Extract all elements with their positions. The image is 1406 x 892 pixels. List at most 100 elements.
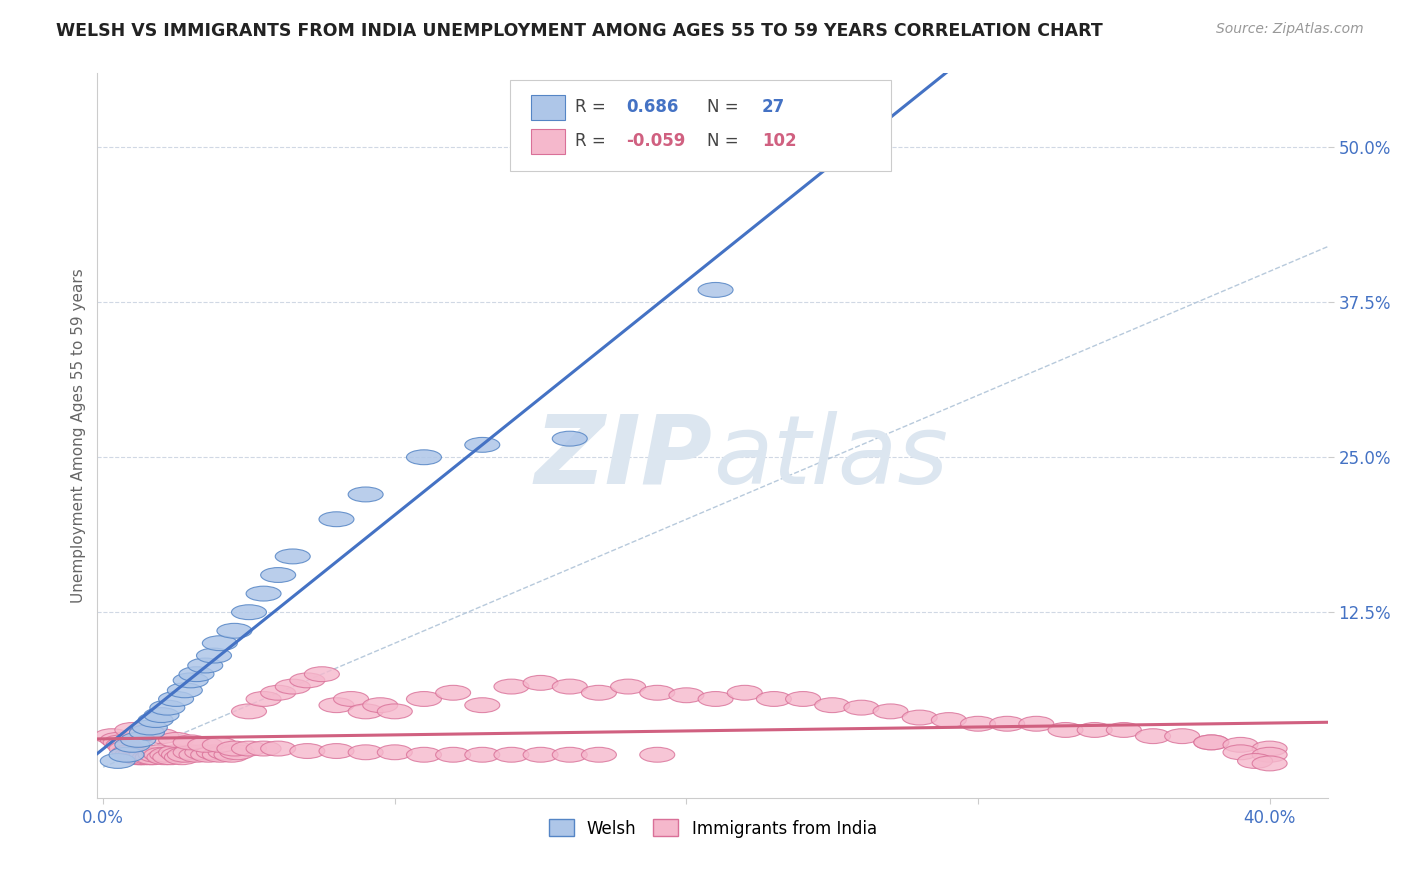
Ellipse shape: [197, 745, 232, 760]
Ellipse shape: [290, 673, 325, 688]
Ellipse shape: [1253, 756, 1286, 771]
Ellipse shape: [553, 679, 588, 694]
Ellipse shape: [105, 738, 141, 752]
Ellipse shape: [132, 750, 167, 764]
FancyBboxPatch shape: [509, 80, 891, 171]
Ellipse shape: [188, 738, 222, 752]
Ellipse shape: [465, 698, 499, 713]
Ellipse shape: [349, 704, 382, 719]
Ellipse shape: [582, 685, 616, 700]
Ellipse shape: [1107, 723, 1142, 738]
Ellipse shape: [167, 683, 202, 698]
Ellipse shape: [494, 679, 529, 694]
Ellipse shape: [103, 735, 138, 750]
Ellipse shape: [219, 745, 254, 760]
Ellipse shape: [159, 732, 194, 747]
Ellipse shape: [319, 744, 354, 758]
Ellipse shape: [960, 716, 995, 731]
Ellipse shape: [208, 745, 243, 760]
Ellipse shape: [844, 700, 879, 715]
Ellipse shape: [179, 747, 214, 762]
Ellipse shape: [232, 741, 267, 756]
Ellipse shape: [406, 450, 441, 465]
Ellipse shape: [276, 679, 311, 694]
Ellipse shape: [141, 745, 176, 760]
Ellipse shape: [1164, 729, 1199, 744]
Ellipse shape: [406, 747, 441, 762]
Ellipse shape: [150, 747, 184, 762]
Ellipse shape: [1047, 723, 1083, 738]
Text: atlas: atlas: [713, 411, 948, 504]
Ellipse shape: [610, 679, 645, 694]
Ellipse shape: [640, 685, 675, 700]
Ellipse shape: [159, 745, 194, 760]
Ellipse shape: [165, 750, 200, 764]
Ellipse shape: [143, 707, 179, 723]
Text: WELSH VS IMMIGRANTS FROM INDIA UNEMPLOYMENT AMONG AGES 55 TO 59 YEARS CORRELATIO: WELSH VS IMMIGRANTS FROM INDIA UNEMPLOYM…: [56, 22, 1102, 40]
Text: Source: ZipAtlas.com: Source: ZipAtlas.com: [1216, 22, 1364, 37]
Ellipse shape: [110, 741, 143, 756]
Ellipse shape: [118, 747, 153, 762]
Ellipse shape: [697, 691, 733, 706]
Text: 0.686: 0.686: [627, 98, 679, 116]
Ellipse shape: [173, 673, 208, 688]
Ellipse shape: [115, 738, 150, 752]
Text: 27: 27: [762, 98, 785, 116]
Ellipse shape: [727, 685, 762, 700]
Bar: [530, 95, 565, 120]
Ellipse shape: [143, 729, 179, 744]
Ellipse shape: [146, 750, 181, 764]
Ellipse shape: [756, 691, 792, 706]
Ellipse shape: [132, 720, 167, 735]
Text: ZIP: ZIP: [534, 411, 713, 504]
Ellipse shape: [197, 648, 232, 663]
Ellipse shape: [377, 704, 412, 719]
Ellipse shape: [465, 747, 499, 762]
Ellipse shape: [115, 747, 150, 762]
Ellipse shape: [260, 741, 295, 756]
Text: R =: R =: [575, 98, 606, 116]
Ellipse shape: [202, 738, 238, 752]
Ellipse shape: [436, 747, 471, 762]
Ellipse shape: [1253, 747, 1286, 762]
Ellipse shape: [1194, 735, 1229, 750]
Ellipse shape: [214, 747, 249, 762]
Ellipse shape: [159, 691, 194, 706]
Ellipse shape: [260, 685, 295, 700]
Ellipse shape: [129, 725, 165, 739]
Text: -0.059: -0.059: [627, 132, 686, 150]
Ellipse shape: [349, 487, 382, 502]
Ellipse shape: [246, 741, 281, 756]
Ellipse shape: [100, 754, 135, 768]
Ellipse shape: [363, 698, 398, 713]
Ellipse shape: [232, 704, 267, 719]
Ellipse shape: [202, 747, 238, 762]
Ellipse shape: [276, 549, 311, 564]
Ellipse shape: [786, 691, 821, 706]
Y-axis label: Unemployment Among Ages 55 to 59 years: Unemployment Among Ages 55 to 59 years: [72, 268, 86, 603]
Ellipse shape: [553, 747, 588, 762]
Ellipse shape: [990, 716, 1025, 731]
Ellipse shape: [290, 744, 325, 758]
Ellipse shape: [260, 567, 295, 582]
Ellipse shape: [1077, 723, 1112, 738]
Ellipse shape: [349, 745, 382, 760]
Ellipse shape: [217, 741, 252, 756]
Text: R =: R =: [575, 132, 606, 150]
Ellipse shape: [143, 747, 179, 762]
Ellipse shape: [465, 437, 499, 452]
Ellipse shape: [697, 283, 733, 297]
Ellipse shape: [127, 750, 162, 764]
Ellipse shape: [1223, 745, 1258, 760]
Ellipse shape: [319, 512, 354, 526]
Text: N =: N =: [706, 132, 738, 150]
Ellipse shape: [1019, 716, 1054, 731]
Ellipse shape: [121, 750, 156, 764]
Ellipse shape: [246, 691, 281, 706]
Ellipse shape: [494, 747, 529, 762]
Bar: [530, 128, 565, 154]
Ellipse shape: [162, 747, 197, 762]
Ellipse shape: [115, 723, 150, 738]
Ellipse shape: [873, 704, 908, 719]
Ellipse shape: [129, 747, 165, 762]
